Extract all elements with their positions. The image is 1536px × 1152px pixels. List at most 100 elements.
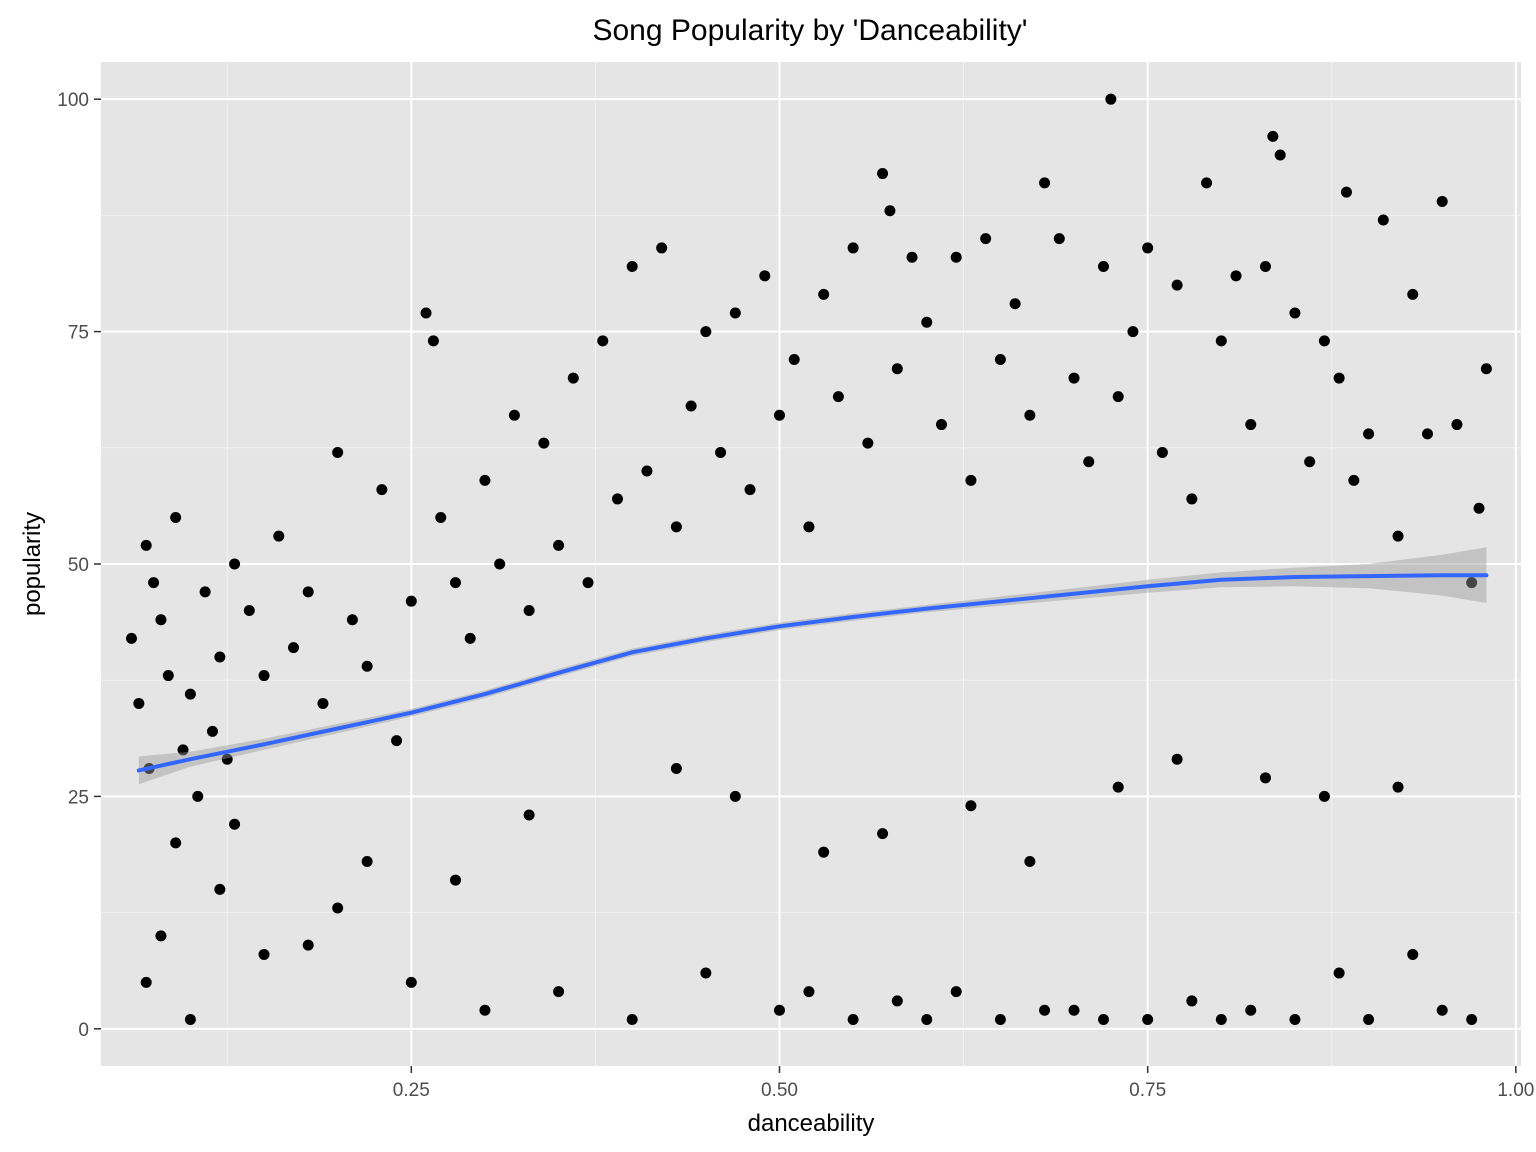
data-point [427,335,439,347]
data-point [1304,456,1316,468]
data-point [140,539,152,551]
data-point [597,335,609,347]
data-point [1068,1004,1080,1016]
data-point [1245,1004,1257,1016]
data-point [376,484,388,496]
y-tick-label: 100 [57,90,89,111]
data-point [1267,130,1279,142]
data-point [847,1014,859,1026]
data-point [162,670,174,682]
data-point [1171,753,1183,765]
data-point [935,419,947,431]
data-point [1142,242,1154,254]
data-point [1156,446,1168,458]
x-axis-ticks: 0.25 0.50 0.75 1.00 [393,1066,1534,1101]
data-point [1009,298,1021,310]
data-point [1363,1014,1375,1026]
data-point [877,828,889,840]
data-point [479,1004,491,1016]
data-point [1245,419,1257,431]
data-point [192,790,204,802]
data-point [1097,1014,1109,1026]
data-point [626,261,638,273]
smooth-trend-line [136,573,1489,773]
data-point [803,986,815,998]
data-point [479,474,491,486]
x-tick-label: 0.25 [393,1080,430,1101]
data-point [184,688,196,700]
y-tick-label: 25 [68,787,89,808]
data-point [641,465,653,477]
data-point [184,1014,196,1026]
data-point [214,651,226,663]
data-point [553,986,565,998]
data-point [729,790,741,802]
data-point [449,874,461,886]
data-point [1039,1004,1051,1016]
data-point [140,976,152,988]
confidence-band [138,547,1487,785]
data-point [906,251,918,263]
data-point [965,474,977,486]
data-point [1407,288,1419,300]
data-point [273,530,285,542]
data-point [1186,995,1198,1007]
data-point [170,837,182,849]
data-point [258,948,270,960]
y-tick-label: 75 [68,323,89,344]
data-point [148,577,160,589]
data-point [1318,790,1330,802]
data-point [877,168,889,180]
data-point [950,986,962,998]
data-point [1451,419,1463,431]
data-point [862,437,874,449]
data-point [1466,577,1478,589]
data-point [523,809,535,821]
data-point [788,353,800,365]
data-point [177,744,189,756]
data-point [567,372,579,384]
data-point [700,967,712,979]
data-point [950,251,962,263]
data-point [1259,261,1271,273]
data-point [1436,1004,1448,1016]
data-point [1333,372,1345,384]
data-point [206,725,218,737]
data-point [582,577,594,589]
data-point [538,437,550,449]
y-axis-title: popularity [19,512,46,616]
data-point [332,446,344,458]
data-point [980,233,992,245]
y-tick-label: 0 [78,1020,89,1041]
data-point [155,930,167,942]
data-point [818,846,830,858]
data-point [1024,409,1036,421]
data-point [1363,428,1375,440]
data-point [773,409,785,421]
x-tick-label: 0.75 [1129,1080,1166,1101]
data-point [1289,307,1301,319]
data-point [1392,530,1404,542]
data-point [965,800,977,812]
data-point [994,1014,1006,1026]
data-point [435,512,447,524]
data-point [302,939,314,951]
data-point [1215,1014,1227,1026]
data-point [1473,502,1485,514]
data-point [361,660,373,672]
data-point [818,288,830,300]
data-point [420,307,432,319]
data-point [803,521,815,533]
data-point [921,316,933,328]
x-axis-title: danceability [748,1110,875,1137]
data-point [884,205,896,217]
y-axis-ticks: 0 25 50 75 100 [57,90,101,1041]
data-point [1215,335,1227,347]
data-point [391,735,403,747]
data-point [1407,948,1419,960]
data-point [229,558,241,570]
data-point [317,697,329,709]
data-point [1142,1014,1154,1026]
data-point [1421,428,1433,440]
